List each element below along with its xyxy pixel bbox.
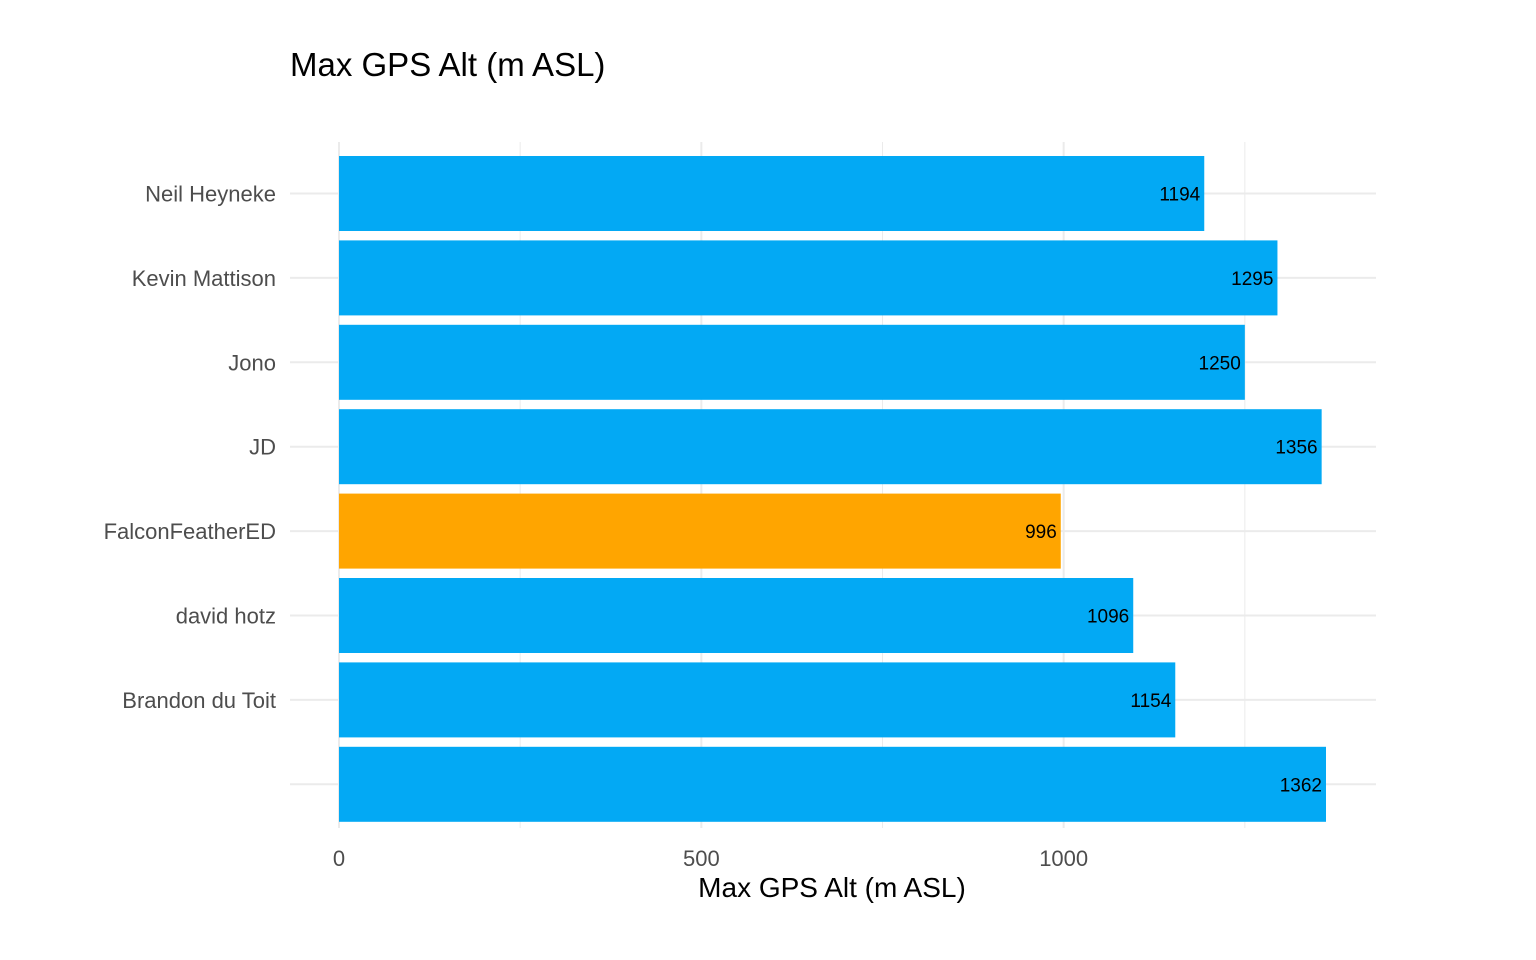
data-label: 1295 [1231,269,1273,290]
bar [339,324,1245,400]
bar [339,156,1205,231]
x-axis-title: Max GPS Alt (m ASL) [698,872,966,903]
bar [339,578,1134,653]
chart-title: Max GPS Alt (m ASL) [290,46,606,83]
data-label: 1362 [1280,775,1322,796]
data-label: 1096 [1087,607,1129,628]
data-label: 1250 [1199,353,1241,374]
y-tick-label: Kevin Mattison [132,266,276,291]
bar [339,746,1326,822]
y-tick-label: Brandon du Toit [122,688,276,713]
y-tick-label: Neil Heyneke [145,182,276,207]
bar [339,662,1176,738]
bar [339,409,1322,485]
y-tick-label: FalconFeatherED [104,519,276,544]
bar [339,493,1061,569]
bar [339,240,1278,316]
y-tick-label: david hotz [176,604,276,629]
x-tick-label: 0 [333,846,345,871]
y-tick-label: JD [249,435,276,460]
data-label: 1194 [1159,185,1200,206]
data-label: 1154 [1130,691,1171,712]
y-tick-label: Jono [228,350,276,375]
x-tick-label: 500 [683,846,720,871]
data-label: 996 [1025,522,1057,543]
data-label: 1356 [1275,438,1317,459]
x-tick-label: 1000 [1039,846,1088,871]
